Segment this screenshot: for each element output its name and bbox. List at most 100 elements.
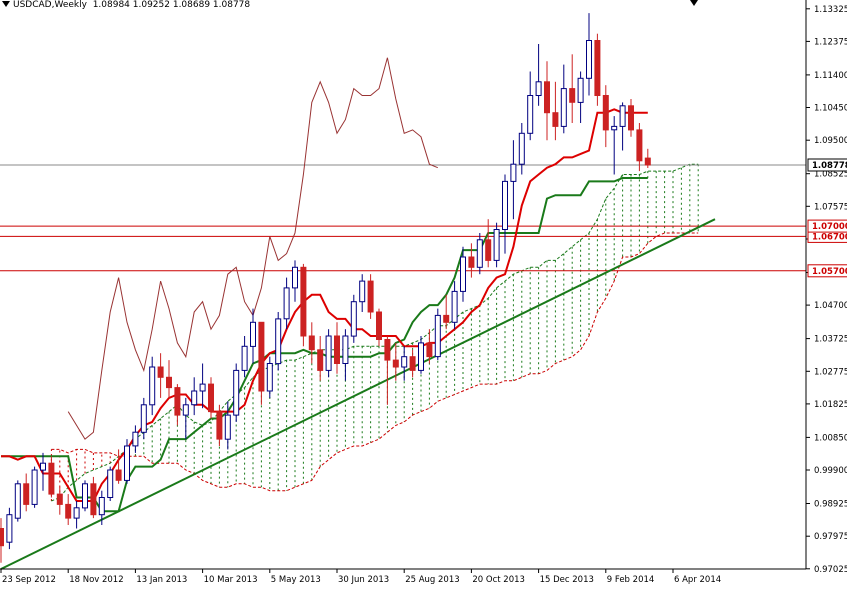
candle-body bbox=[569, 88, 576, 103]
trendline-group bbox=[0, 218, 716, 570]
candle-body bbox=[611, 125, 618, 131]
candle-body bbox=[6, 514, 13, 543]
y-tick-label: 1.12375 bbox=[814, 37, 847, 47]
candle-body bbox=[628, 105, 634, 131]
tenkan-line bbox=[1, 108, 648, 502]
candle-body bbox=[174, 387, 181, 416]
price-label: 1.08778 bbox=[812, 161, 847, 171]
candle-body bbox=[166, 376, 172, 389]
candle-body bbox=[510, 163, 517, 182]
candle-body bbox=[602, 95, 609, 131]
candle-body bbox=[518, 132, 525, 165]
price-label-box bbox=[807, 264, 847, 278]
candle-body bbox=[418, 342, 424, 371]
horizontal-lines bbox=[0, 164, 806, 272]
y-tick-label: 1.02775 bbox=[814, 367, 847, 377]
candle-body bbox=[451, 290, 458, 323]
candle-body bbox=[132, 431, 139, 447]
candle-body bbox=[182, 404, 189, 416]
candle-body bbox=[443, 314, 450, 323]
candle-body bbox=[82, 483, 88, 509]
candle-body bbox=[65, 503, 72, 519]
candle-body bbox=[586, 40, 592, 79]
senkou-span-a bbox=[51, 163, 699, 502]
x-tick-label: 15 Dec 2013 bbox=[540, 575, 594, 585]
y-tick-label: 1.08525 bbox=[814, 170, 847, 180]
candle-body bbox=[334, 335, 340, 364]
candle-body bbox=[384, 339, 391, 361]
candle-body bbox=[460, 256, 466, 292]
y-tick-label: 1.07575 bbox=[814, 202, 847, 212]
price-label: 1.06700 bbox=[812, 232, 847, 242]
candle-body bbox=[31, 469, 38, 505]
candle-body bbox=[594, 40, 601, 96]
y-tick-label: 1.09500 bbox=[814, 136, 847, 146]
candle-body bbox=[23, 483, 30, 505]
candle-body bbox=[619, 105, 626, 127]
candle-body bbox=[14, 483, 21, 519]
symbol-label: USDCAD,Weekly bbox=[13, 0, 87, 10]
candle-body bbox=[577, 77, 584, 103]
candle-body bbox=[224, 414, 231, 440]
y-tick-label: 0.98925 bbox=[814, 500, 847, 510]
candle-body bbox=[317, 349, 324, 371]
candle-body bbox=[258, 321, 265, 392]
chart-shift-icon[interactable] bbox=[690, 0, 698, 6]
candle-body bbox=[552, 112, 559, 127]
candle-body bbox=[342, 335, 349, 364]
candle-body bbox=[401, 356, 408, 368]
candle-body bbox=[199, 383, 206, 392]
price-label: 1.05700 bbox=[812, 267, 847, 277]
y-tick-label: 0.97025 bbox=[814, 565, 847, 575]
candle-body bbox=[48, 462, 55, 495]
candle-body bbox=[485, 239, 492, 261]
x-tick-label: 10 Mar 2013 bbox=[204, 575, 258, 585]
dropdown-arrow-icon[interactable] bbox=[2, 1, 10, 7]
candle-body bbox=[434, 314, 441, 358]
candle-body bbox=[644, 157, 651, 166]
candle-body bbox=[502, 180, 508, 230]
candle-body bbox=[325, 335, 332, 371]
candle-body bbox=[300, 266, 307, 337]
candle-body bbox=[98, 497, 105, 516]
y-tick-label: 1.10450 bbox=[814, 104, 847, 114]
price-labels: 1.06700 1.08778 1.07000 1.05700 bbox=[807, 158, 847, 278]
candle-body bbox=[73, 507, 80, 519]
x-tick-label: 25 Aug 2013 bbox=[405, 575, 459, 585]
x-tick-label: 18 Nov 2012 bbox=[69, 575, 123, 585]
chart-header: USDCAD,Weekly 1.08984 1.09252 1.08689 1.… bbox=[2, 0, 250, 10]
candle-body bbox=[527, 95, 534, 134]
candle-body bbox=[250, 321, 256, 347]
candle-body bbox=[636, 129, 643, 162]
tenkan-sen bbox=[1, 108, 648, 502]
candlesticks bbox=[0, 13, 651, 563]
y-tick-label: 1.11400 bbox=[814, 71, 847, 81]
candle-body bbox=[292, 266, 298, 289]
candle-body bbox=[107, 469, 114, 498]
candle-body bbox=[275, 318, 282, 365]
y-tick-label: 1.13325 bbox=[814, 5, 847, 15]
candle-body bbox=[140, 404, 147, 433]
candle-body bbox=[544, 81, 550, 114]
x-tick-label: 5 May 2013 bbox=[271, 575, 321, 585]
x-tick-label: 23 Sep 2012 bbox=[2, 575, 56, 585]
x-tick-label: 20 Oct 2013 bbox=[472, 575, 525, 585]
candle-body bbox=[376, 311, 382, 340]
candle-body bbox=[493, 229, 500, 261]
candle-body bbox=[392, 359, 399, 368]
candle-body bbox=[350, 301, 357, 337]
candle-body bbox=[233, 369, 240, 416]
candle-body bbox=[426, 342, 433, 358]
ichimoku-cloud bbox=[50, 163, 699, 502]
candle-body bbox=[535, 81, 542, 97]
y-tick-label: 1.01825 bbox=[814, 400, 847, 410]
candle-body bbox=[409, 356, 416, 371]
candle-body bbox=[359, 280, 366, 303]
candle-body bbox=[367, 280, 374, 313]
candle-body bbox=[241, 345, 248, 371]
candle-body bbox=[115, 469, 122, 481]
senkou-span-b bbox=[51, 232, 699, 492]
x-tick-label: 13 Jan 2013 bbox=[136, 575, 187, 585]
